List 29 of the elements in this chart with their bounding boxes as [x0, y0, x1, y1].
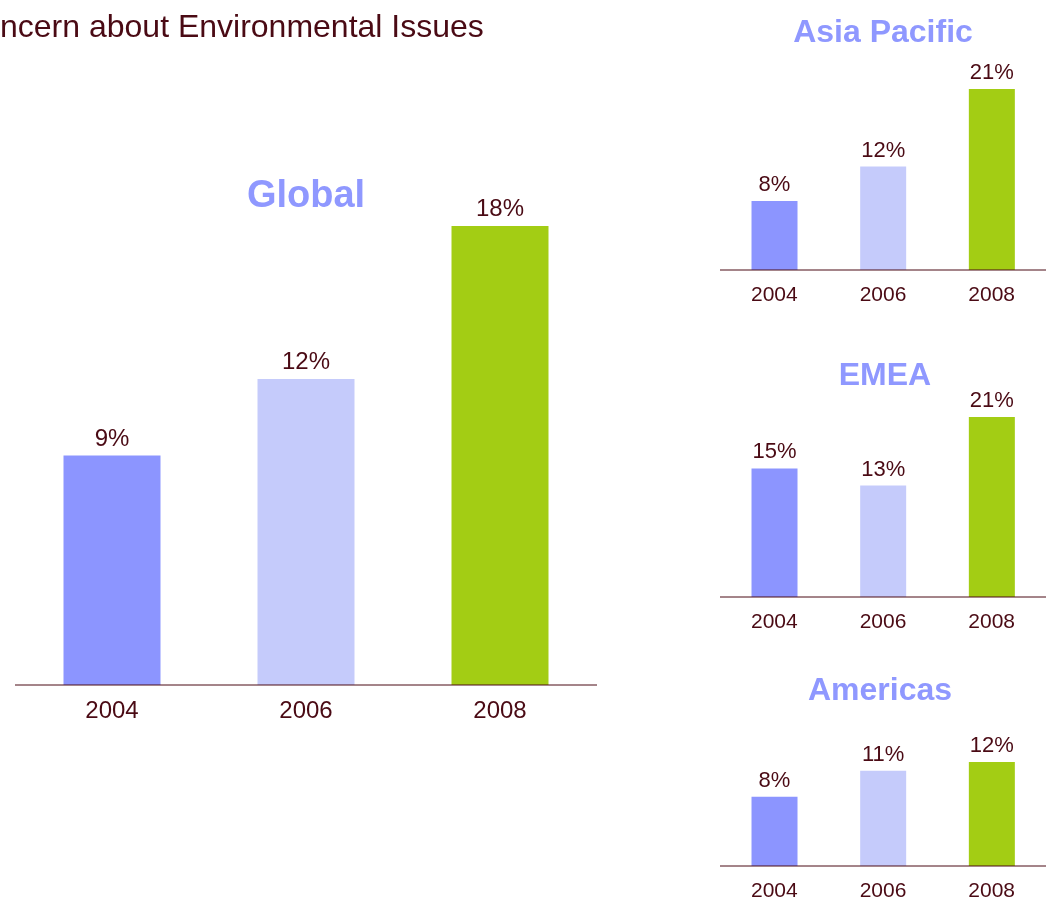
data-label: 11%	[861, 740, 905, 766]
data-label: 12%	[281, 347, 331, 374]
data-label: 21%	[969, 387, 1014, 412]
x-tick-label: 2006	[279, 696, 333, 724]
x-tick-label: 2008	[968, 281, 1016, 305]
x-tick-label: 2004	[750, 877, 799, 901]
data-label: 8%	[758, 766, 791, 792]
x-tick-label: 2004	[750, 608, 799, 632]
data-label: 21%	[969, 59, 1014, 84]
x-tick-label: 2008	[968, 877, 1016, 901]
data-label: 15%	[752, 438, 797, 464]
x-tick-label: 2006	[859, 877, 907, 901]
chart-title: Americas	[806, 670, 954, 708]
x-tick-label: 2006	[859, 608, 907, 632]
data-label: 12%	[969, 732, 1014, 757]
x-tick-label: 2006	[859, 281, 907, 305]
x-tick-label: 2004	[85, 696, 139, 724]
data-label: 18%	[475, 194, 525, 221]
chart-title: EMEA	[838, 355, 932, 392]
data-label: 9%	[94, 423, 130, 451]
x-tick-label: 2004	[750, 281, 799, 305]
x-tick-label: 2008	[968, 608, 1016, 632]
x-tick-label: 2008	[473, 696, 527, 724]
data-label: 12%	[861, 136, 906, 162]
chart-subtitle: Global	[246, 173, 366, 216]
data-label: 13%	[861, 455, 906, 481]
chart-title: ncern about Environmental Issues	[0, 8, 484, 45]
chart-title: Asia Pacific	[792, 12, 974, 50]
data-label: 8%	[758, 171, 791, 197]
